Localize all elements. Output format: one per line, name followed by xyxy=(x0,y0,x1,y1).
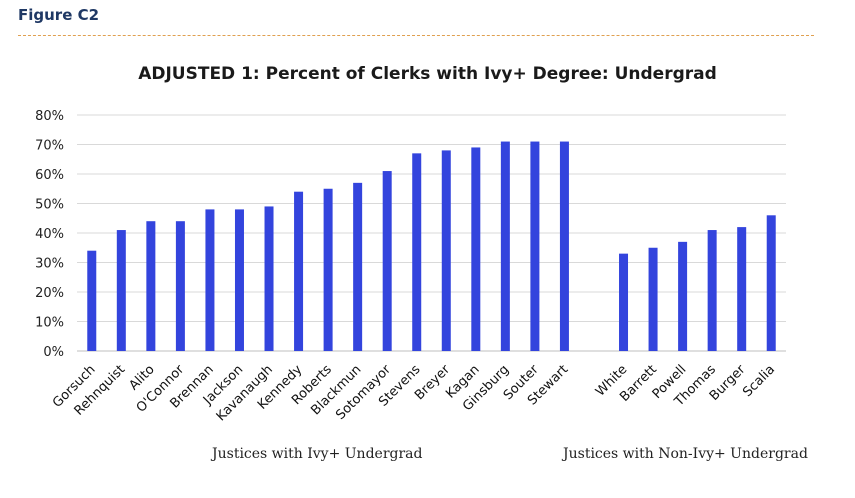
bar-roberts xyxy=(323,188,333,351)
bar-gorsuch xyxy=(87,250,97,351)
y-tick-label: 20% xyxy=(35,286,64,301)
y-tick-label: 60% xyxy=(35,168,64,183)
bar-thomas xyxy=(707,230,717,351)
bar-stewart xyxy=(559,141,569,351)
y-tick-label: 30% xyxy=(35,257,64,272)
y-tick-label: 70% xyxy=(35,139,64,154)
bar-oconnor xyxy=(175,221,185,351)
bar-sotomayor xyxy=(382,171,392,351)
bar-alito xyxy=(146,221,156,351)
bar-brennan xyxy=(205,209,215,351)
x-tick-label: Scalia xyxy=(740,362,778,400)
chart-title: ADJUSTED 1: Percent of Clerks with Ivy+ … xyxy=(138,64,717,84)
bar-scalia xyxy=(766,215,776,351)
bar-stevens xyxy=(412,153,422,351)
bar-rehnquist xyxy=(116,230,126,351)
x-axis-labels: GorsuchRehnquistAlitoO'ConnorBrennanJack… xyxy=(50,362,778,425)
bar-kavanaugh xyxy=(264,206,274,351)
bar-burger xyxy=(737,227,747,351)
bar-blackmun xyxy=(353,182,363,351)
bar-breyer xyxy=(441,150,451,351)
y-tick-label: 80% xyxy=(35,109,64,124)
bar-powell xyxy=(678,241,688,351)
y-axis-ticks: 0% 10% 20% 30% 40% 50% 60% 70% 80% xyxy=(35,109,64,360)
group-label-non-ivy: Justices with Non-Ivy+ Undergrad xyxy=(563,446,808,462)
bar-kagan xyxy=(471,147,481,351)
group-label-ivy: Justices with Ivy+ Undergrad xyxy=(212,446,423,462)
y-tick-label: 50% xyxy=(35,198,64,213)
figure-label: Figure C2 xyxy=(18,6,100,24)
bar-white xyxy=(619,253,629,351)
bar-jackson xyxy=(234,209,244,351)
gridlines xyxy=(77,114,786,352)
bar-barrett xyxy=(648,247,658,351)
y-tick-label: 0% xyxy=(43,345,64,360)
y-tick-label: 10% xyxy=(35,316,64,331)
y-tick-label: 40% xyxy=(35,227,64,242)
bar-souter xyxy=(530,141,540,351)
figure-divider xyxy=(18,35,814,36)
bars xyxy=(87,141,776,351)
bar-ginsburg xyxy=(500,141,510,351)
bar-kennedy xyxy=(294,191,304,351)
